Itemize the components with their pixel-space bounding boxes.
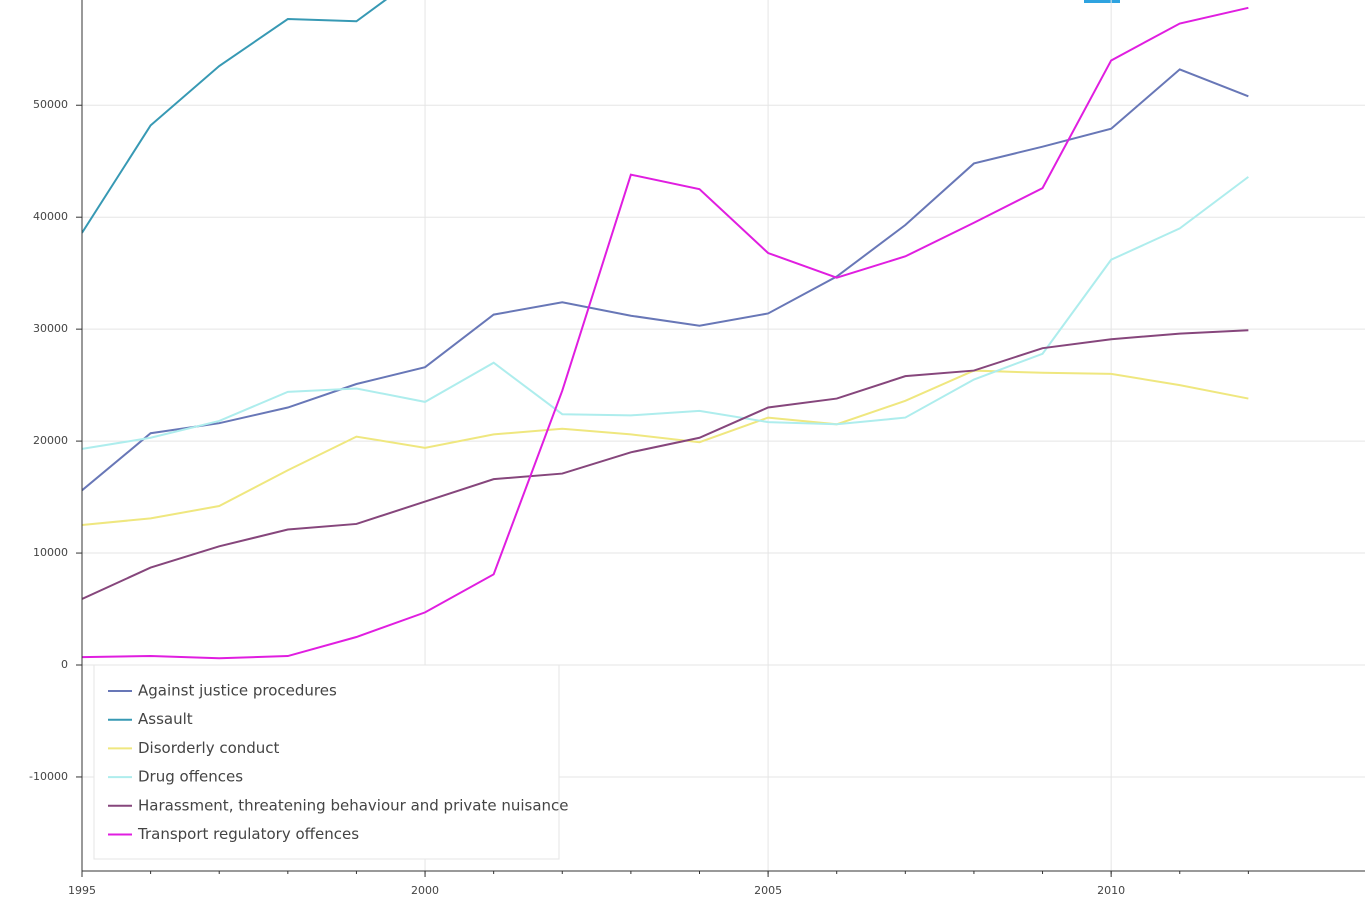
x-tick-label: 2000 — [411, 884, 439, 897]
series-line — [82, 0, 388, 234]
legend-box — [93, 664, 560, 860]
axes: -10000 0 10000 20000 30000 40000 50000 1995 2000… — [29, 0, 1365, 897]
y-tick-label: 40000 — [33, 210, 68, 223]
legend: Against justice procedures Assault Disorde… — [93, 664, 569, 860]
legend-label: Assault — [138, 710, 193, 728]
y-tick-label: 20000 — [33, 434, 68, 447]
toolbar-indicator — [1084, 0, 1120, 3]
y-tick-label: 0 — [61, 658, 68, 671]
series-line — [82, 369, 1249, 527]
y-tick-label: 10000 — [33, 546, 68, 559]
legend-label: Disorderly conduct — [138, 739, 280, 757]
x-tick-label: 2005 — [754, 884, 782, 897]
series-line — [82, 329, 1249, 600]
legend-label: Transport regulatory offences — [137, 825, 359, 843]
legend-label: Harassment, threatening behaviour and pr… — [138, 796, 569, 814]
legend-label: Against justice procedures — [138, 682, 337, 700]
legend-label: Drug offences — [138, 768, 243, 786]
x-tick-label: 2010 — [1097, 884, 1125, 897]
series-line — [82, 68, 1249, 492]
series-line — [82, 6, 1249, 660]
y-tick-label: -10000 — [29, 770, 68, 783]
series-line — [82, 176, 1249, 450]
x-tick-label: 1995 — [68, 884, 96, 897]
y-tick-label: 50000 — [33, 98, 68, 111]
plot-lines — [82, 0, 1249, 660]
y-tick-label: 30000 — [33, 322, 68, 335]
